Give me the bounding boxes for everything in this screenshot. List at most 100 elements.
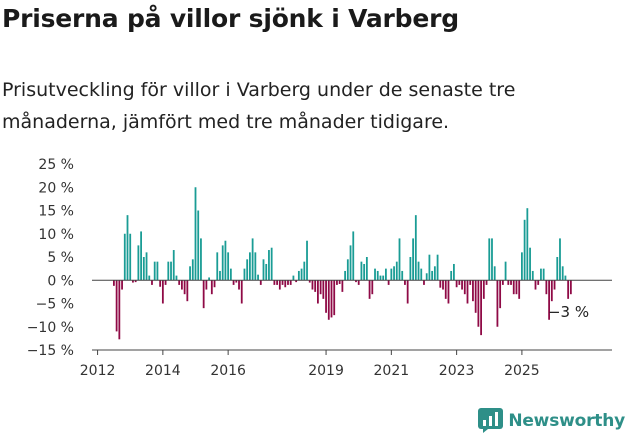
chart-title: Priserna på villor sjönk i Varberg <box>2 4 459 33</box>
bar-positive <box>200 238 202 281</box>
bar-negative <box>548 280 550 320</box>
bar-positive <box>254 252 257 281</box>
bar-positive <box>374 268 376 281</box>
bar-negative <box>341 280 344 292</box>
bar-negative <box>232 280 235 285</box>
bar-negative <box>161 280 164 304</box>
bar-positive <box>140 231 142 281</box>
bar-negative <box>463 280 466 295</box>
bar-positive <box>531 270 534 281</box>
bar-negative <box>164 280 167 285</box>
bar-negative <box>284 280 287 288</box>
bar-negative <box>469 280 472 285</box>
bar-negative <box>371 280 374 295</box>
x-tick-label: 2014 <box>145 363 181 379</box>
bar-positive <box>376 270 379 281</box>
bar-positive <box>170 261 172 281</box>
y-tick-label: 10 % <box>38 227 74 243</box>
bar-negative <box>121 280 123 290</box>
bar-positive <box>385 268 387 281</box>
bar-positive <box>556 257 559 281</box>
bar-negative <box>333 280 336 316</box>
bar-positive <box>393 266 395 281</box>
bar-negative <box>210 280 213 295</box>
bar-positive <box>306 240 308 281</box>
bar-positive <box>189 266 191 281</box>
bar-negative <box>238 280 240 290</box>
bar-negative <box>537 280 540 285</box>
bar-positive <box>175 275 178 281</box>
y-tick-label: −5 % <box>36 297 74 313</box>
bar-negative <box>485 280 488 285</box>
bar-negative <box>336 280 338 285</box>
bar-negative <box>132 280 134 283</box>
bar-negative <box>281 280 284 285</box>
bar-positive <box>249 252 251 281</box>
bar-positive <box>523 219 526 281</box>
bar-negative <box>480 280 482 336</box>
bar-positive <box>300 268 303 281</box>
bar-negative <box>240 280 243 304</box>
bar-negative <box>314 280 317 292</box>
bar-positive <box>219 270 221 281</box>
bar-positive <box>412 238 414 281</box>
bar-negative <box>496 280 499 327</box>
bar-negative <box>205 280 208 290</box>
bar-positive <box>401 270 404 281</box>
bar-positive <box>148 275 151 281</box>
bar-negative <box>308 280 311 283</box>
bar-negative <box>183 280 186 295</box>
bar-positive <box>559 238 561 281</box>
bar-positive <box>251 238 254 281</box>
bar-negative <box>178 280 181 285</box>
bar-positive <box>352 231 355 281</box>
newsworthy-chart-logo-icon <box>478 408 504 433</box>
bar-negative <box>406 280 409 304</box>
bar-positive <box>270 247 273 281</box>
bar-negative <box>278 280 281 290</box>
bar-positive <box>453 263 455 281</box>
bar-positive <box>431 270 434 281</box>
bar-positive <box>425 273 428 281</box>
bar-positive <box>542 268 545 281</box>
bar-positive <box>243 268 246 281</box>
brand-name: Newsworthy <box>508 410 625 431</box>
bar-positive <box>564 275 567 281</box>
bar-positive <box>227 252 230 281</box>
bar-negative <box>330 280 333 318</box>
bar-positive <box>126 215 129 281</box>
bar-positive <box>349 245 352 281</box>
bar-negative <box>569 280 572 295</box>
bar-positive <box>153 261 156 281</box>
bar-negative <box>319 280 322 295</box>
bar-negative <box>115 280 118 332</box>
bar-positive <box>379 275 382 281</box>
bar-positive <box>493 266 496 281</box>
newsworthy-logo: Newsworthy <box>478 408 625 433</box>
bar-negative <box>507 280 510 285</box>
bar-positive <box>156 261 159 281</box>
x-tick-label: 2012 <box>80 363 116 379</box>
bar-negative <box>442 280 444 290</box>
bar-negative <box>338 280 341 284</box>
bar-positive <box>297 270 300 281</box>
y-axis: 25 % 20 % 15 % 10 % 5 % 0 % −5 % −10 % −15 % <box>27 157 74 359</box>
chart-subtitle: Prisutveckling för villor i Varberg unde… <box>2 79 516 133</box>
x-tick-label: 2016 <box>210 363 246 379</box>
bar-positive <box>346 259 349 281</box>
bar-negative <box>458 280 461 285</box>
bar-negative <box>276 280 278 285</box>
bar-positive <box>123 233 126 281</box>
bar-positive <box>395 261 398 281</box>
bar-positive <box>488 238 491 281</box>
bar-positive <box>360 261 363 281</box>
bar-negative <box>213 280 216 288</box>
bar-negative <box>550 280 553 302</box>
y-tick-label: −15 % <box>27 343 74 359</box>
bar-negative <box>499 280 502 309</box>
bar-negative <box>322 280 325 299</box>
bar-negative <box>515 280 518 295</box>
bars-group <box>113 187 572 340</box>
bar-negative <box>461 280 463 290</box>
